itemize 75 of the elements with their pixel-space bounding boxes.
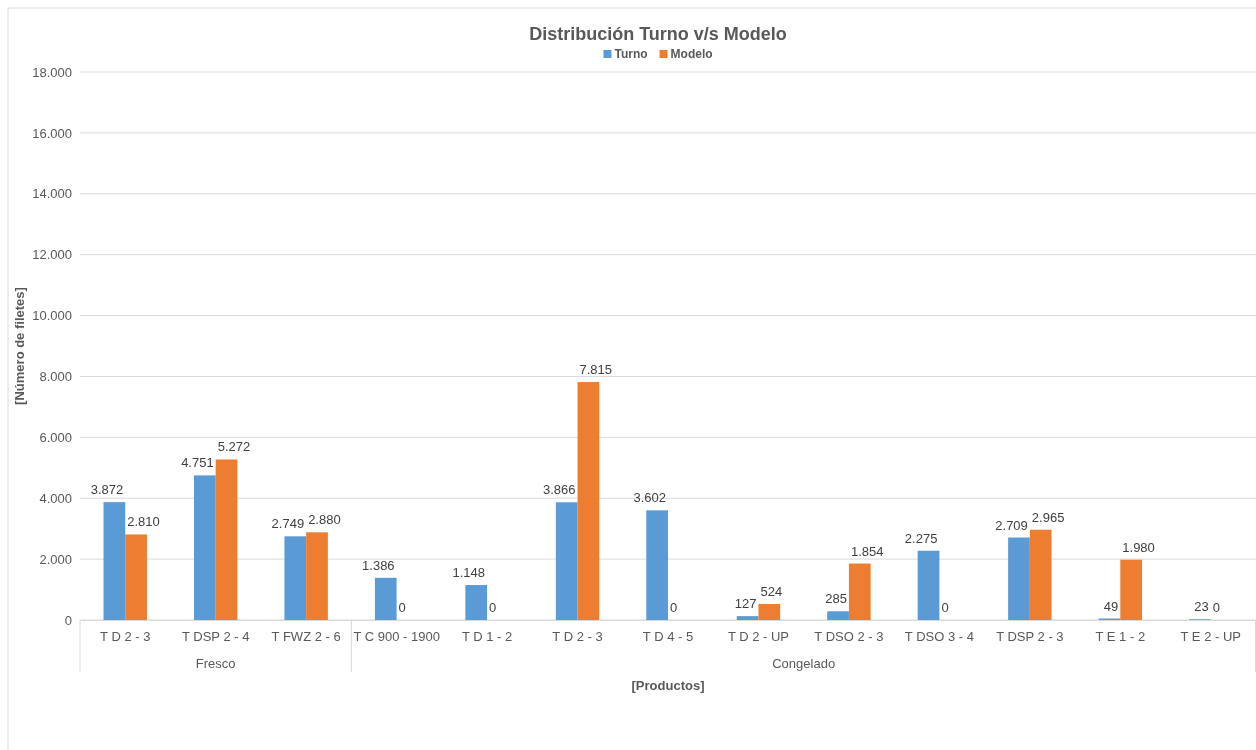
y-tick-label: 0: [64, 612, 72, 628]
bar: [848, 563, 871, 620]
x-tick-label: T C 900 - 1900: [353, 629, 440, 645]
y-tick-label: 14.000: [32, 186, 72, 202]
data-label: 49: [1103, 598, 1119, 614]
y-tick-label: 4.000: [39, 490, 72, 506]
data-label: 3.866: [542, 482, 576, 498]
bar: [103, 502, 126, 620]
x-axis-title: [Productos]: [631, 678, 705, 693]
data-label: 2.810: [127, 514, 160, 530]
legend-label: Turno: [614, 47, 648, 61]
text: Congelado: [772, 656, 836, 671]
y-tick-label: 2.000: [39, 551, 72, 567]
x-tick-label: T DSO 3 - 4: [904, 629, 974, 645]
y-tick-label: 12.000: [32, 247, 72, 263]
bar: [1120, 559, 1143, 620]
x-tick-label: T E 2 - UP: [1180, 629, 1241, 645]
x-tick-label: T FWZ 2 - 6: [271, 629, 341, 645]
data-label: 2.880: [308, 512, 341, 528]
data-label: 3.602: [633, 490, 666, 506]
bar: [193, 475, 216, 620]
x-tick-label: T DSP 2 - 3: [996, 629, 1064, 645]
bar: [1029, 529, 1052, 620]
data-label: 2.965: [1031, 509, 1065, 525]
data-label: 524: [760, 584, 783, 600]
bar: [306, 532, 328, 620]
data-label: 2.749: [271, 516, 305, 532]
data-label: 0: [670, 600, 678, 615]
data-label: 23: [1194, 599, 1209, 615]
x-tick-label: T E 1 - 2: [1095, 629, 1146, 645]
data-label: 0: [398, 600, 406, 615]
bar: [577, 382, 600, 620]
bar: [215, 459, 238, 620]
data-label: 7.815: [579, 362, 613, 378]
data-label: 1.386: [362, 557, 395, 573]
bar: [1008, 537, 1030, 620]
y-axis-title: [Número de filetes]: [12, 287, 27, 405]
y-tick-label: 18.000: [32, 64, 72, 80]
data-label: 1.854: [850, 543, 884, 559]
y-tick-label: 6.000: [39, 429, 72, 445]
bar: [374, 577, 397, 620]
bar: [917, 550, 940, 620]
data-label: 3.872: [90, 482, 124, 498]
chart-title: Distribución Turno v/s Modelo: [529, 24, 787, 44]
bar: [465, 585, 488, 620]
data-label: 5.272: [217, 439, 251, 455]
x-tick-label: T D 1 - 2: [461, 629, 513, 645]
data-label: 2.709: [995, 517, 1028, 533]
data-label: 1.148: [452, 565, 486, 581]
y-tick-label: 10.000: [32, 308, 72, 324]
data-label: 127: [734, 596, 757, 612]
bar: [125, 534, 147, 620]
data-label: 2.275: [904, 530, 938, 546]
bar: [284, 536, 307, 620]
bar: [646, 510, 668, 620]
data-label: 4.751: [181, 455, 214, 471]
bar: [758, 604, 781, 620]
data-label: 285: [825, 591, 847, 607]
data-label: 0: [489, 600, 497, 615]
x-tick-label: T D 2 - 3: [552, 629, 603, 645]
y-tick-label: 16.000: [32, 125, 72, 141]
x-tick-label: T D 4 - 5: [642, 629, 694, 645]
y-tick-label: 8.000: [39, 369, 72, 385]
bar: [736, 616, 759, 620]
x-tick-label: T DSO 2 - 3: [814, 629, 884, 645]
bar: [555, 502, 578, 620]
legend-label: Modelo: [670, 47, 713, 61]
data-label: 1.980: [1122, 539, 1155, 555]
text: Fresco: [195, 656, 236, 671]
x-tick-label: T DSP 2 - 4: [181, 629, 250, 645]
data-label: 0: [941, 600, 949, 615]
data-label: 0: [1212, 600, 1220, 615]
x-tick-label: T D 2 - UP: [727, 629, 790, 645]
x-tick-label: T D 2 - 3: [100, 629, 151, 645]
bar: [827, 611, 849, 620]
